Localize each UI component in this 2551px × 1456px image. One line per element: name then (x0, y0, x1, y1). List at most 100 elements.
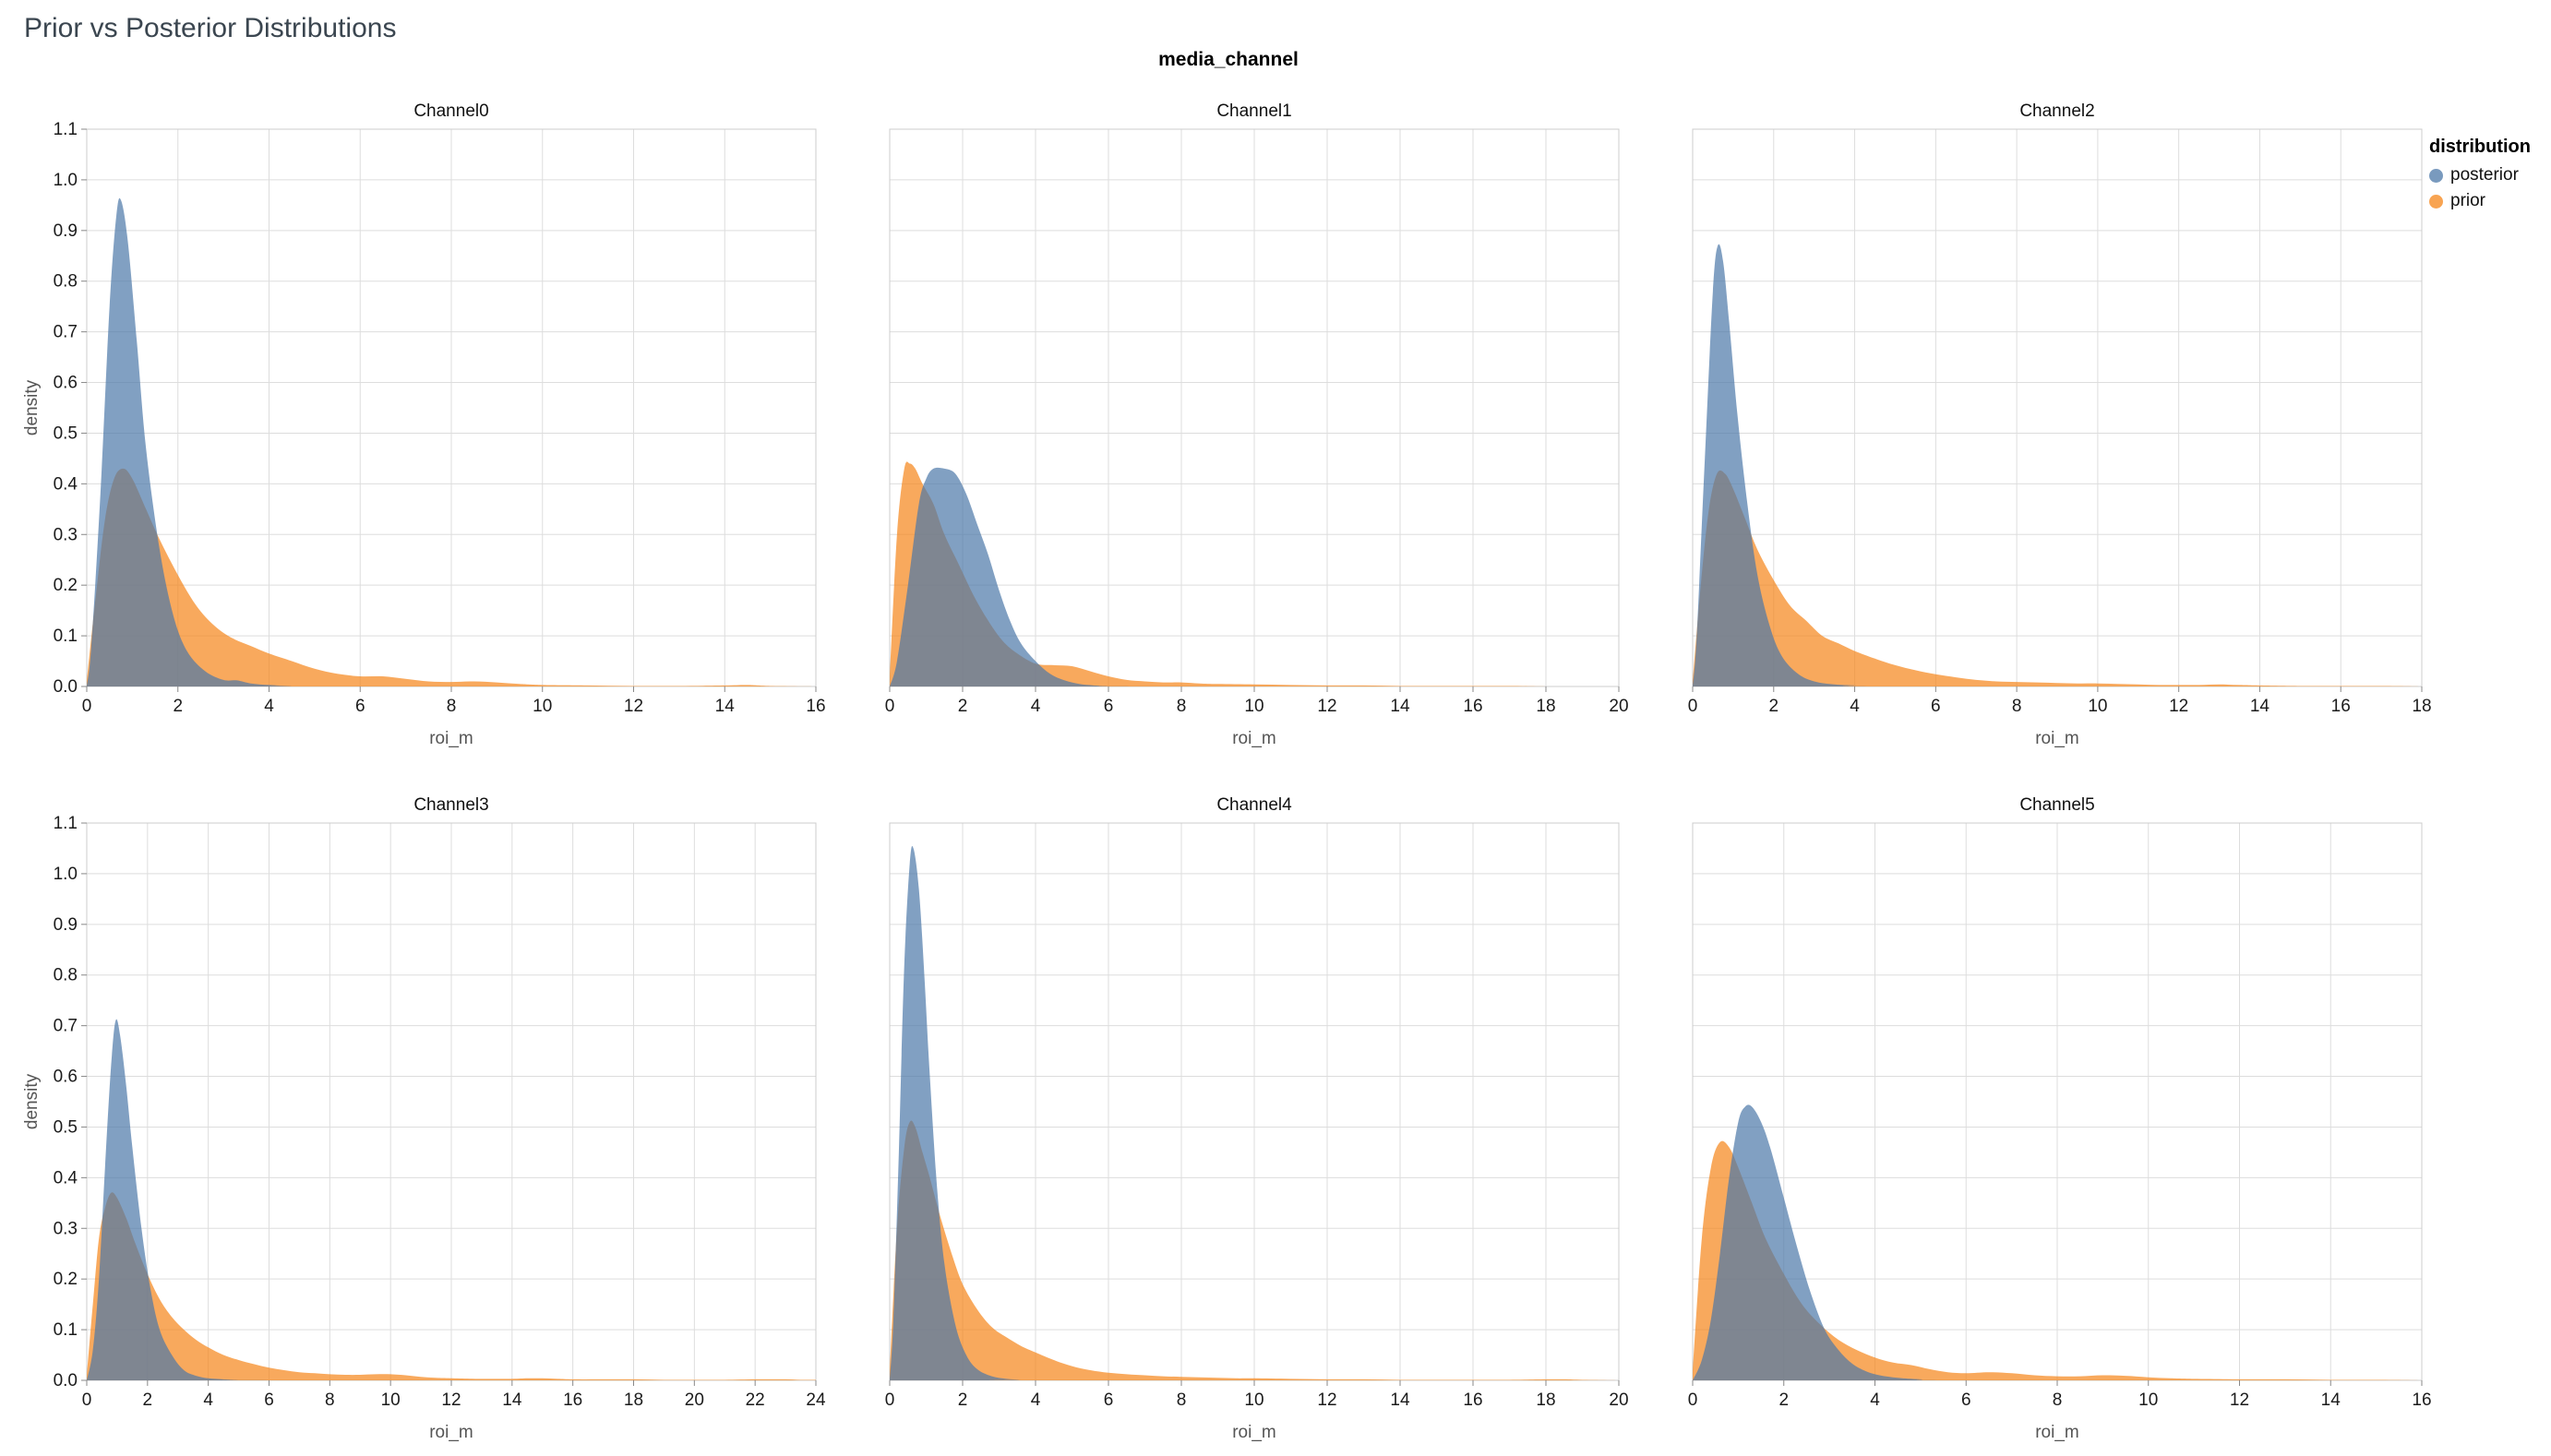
legend-title: distribution (2429, 137, 2531, 157)
svg-text:0.5: 0.5 (54, 1117, 78, 1137)
x-axis-title: roi_m (429, 1423, 473, 1442)
svg-text:2: 2 (173, 697, 183, 716)
svg-text:16: 16 (1463, 697, 1482, 716)
svg-text:0.2: 0.2 (54, 576, 78, 595)
svg-text:14: 14 (715, 697, 736, 716)
svg-text:0: 0 (82, 1390, 92, 1410)
svg-text:0.6: 0.6 (54, 374, 78, 393)
legend-item-posterior: posterior (2429, 165, 2538, 185)
svg-text:4: 4 (1031, 1390, 1041, 1410)
svg-text:14: 14 (1390, 1390, 1410, 1410)
svg-text:6: 6 (1931, 697, 1941, 716)
facet-column-header: media_channel (1158, 49, 1299, 70)
legend-label-posterior: posterior (2450, 165, 2519, 185)
svg-text:0.3: 0.3 (54, 1219, 78, 1238)
page-title: Prior vs Posterior Distributions (24, 13, 397, 43)
svg-text:0.7: 0.7 (54, 1017, 78, 1036)
chart-row-2: Channel3 0 2 4 6 8 10 12 14 16 18 20 22 24 0.0 0.1 0.2 0.… (22, 792, 2551, 1447)
svg-text:6: 6 (1961, 1390, 1971, 1410)
svg-text:2: 2 (1768, 697, 1779, 716)
facet-chart-channel2: Channel2 0 2 4 6 8 10 12 14 16 18 roi_m (1688, 101, 2432, 748)
svg-text:0.8: 0.8 (54, 272, 78, 292)
legend: distribution posterior prior (2429, 137, 2538, 217)
facet-channel0: Channel0 0 2 4 6 8 10 12 14 16 0.0 0.1 0.2 0.3 0.4 0.5 0… (22, 98, 826, 753)
chart-grid: Channel0 0 2 4 6 8 10 12 14 16 0.0 0.1 0.2 0.3 0.4 0.5 0… (22, 98, 2551, 1447)
svg-text:1.1: 1.1 (54, 120, 78, 139)
svg-text:18: 18 (2412, 697, 2431, 716)
svg-text:12: 12 (441, 1390, 461, 1410)
facet-title: Channel4 (1216, 795, 1292, 815)
svg-text:20: 20 (1609, 1390, 1628, 1410)
svg-text:8: 8 (1177, 697, 1187, 716)
svg-text:16: 16 (806, 697, 825, 716)
svg-text:16: 16 (2331, 697, 2351, 716)
y-axis-title: density (22, 1073, 42, 1129)
svg-text:20: 20 (1609, 697, 1628, 716)
svg-text:12: 12 (624, 697, 643, 716)
svg-text:0.0: 0.0 (54, 677, 78, 697)
posterior-area (87, 197, 816, 686)
facet-chart-channel4: Channel4 0 2 4 6 8 10 12 14 16 18 20 roi_m (885, 795, 1629, 1442)
posterior-area (890, 467, 1619, 686)
svg-text:6: 6 (1104, 697, 1114, 716)
svg-text:16: 16 (563, 1390, 582, 1410)
svg-text:4: 4 (1031, 697, 1041, 716)
facet-channel4: Channel4 0 2 4 6 8 10 12 14 16 18 20 roi_m (825, 792, 1629, 1447)
prior-area (1693, 470, 2422, 686)
svg-text:2: 2 (143, 1390, 153, 1410)
facet-channel1: Channel1 0 2 4 6 8 10 12 14 16 18 20 roi_m (825, 98, 1629, 753)
svg-text:8: 8 (325, 1390, 335, 1410)
svg-text:10: 10 (1244, 1390, 1264, 1410)
svg-text:18: 18 (1536, 1390, 1555, 1410)
svg-text:8: 8 (447, 697, 457, 716)
svg-text:0: 0 (1688, 697, 1698, 716)
svg-text:12: 12 (2230, 1390, 2249, 1410)
svg-text:10: 10 (533, 697, 552, 716)
facet-title: Channel3 (413, 795, 488, 815)
svg-text:0.1: 0.1 (54, 1320, 78, 1340)
svg-text:14: 14 (2250, 697, 2270, 716)
posterior-area (87, 1019, 816, 1380)
x-axis-title: roi_m (1232, 729, 1276, 748)
facet-title: Channel5 (2019, 795, 2094, 815)
posterior-area (1693, 244, 2422, 686)
svg-text:0.5: 0.5 (54, 424, 78, 443)
svg-text:0.4: 0.4 (54, 474, 78, 494)
svg-text:22: 22 (746, 1390, 765, 1410)
svg-text:0.7: 0.7 (54, 323, 78, 342)
svg-text:6: 6 (1104, 1390, 1114, 1410)
svg-text:6: 6 (355, 697, 365, 716)
x-axis-title: roi_m (1232, 1423, 1276, 1442)
posterior-area (1693, 1104, 2422, 1380)
svg-text:10: 10 (381, 1390, 401, 1410)
svg-text:0: 0 (885, 1390, 895, 1410)
svg-text:4: 4 (1870, 1390, 1880, 1410)
facet-chart-channel0: Channel0 0 2 4 6 8 10 12 14 16 0.0 0.1 0.2 0.3 0.4 0.5 0… (22, 101, 826, 748)
svg-text:1.0: 1.0 (54, 865, 78, 884)
facet-title: Channel0 (413, 101, 488, 121)
facet-title: Channel2 (2019, 101, 2094, 121)
x-axis-title: roi_m (2035, 1423, 2079, 1442)
legend-label-prior: prior (2450, 191, 2486, 210)
facet-channel3: Channel3 0 2 4 6 8 10 12 14 16 18 20 22 24 0.0 0.1 0.2 0.… (22, 792, 826, 1447)
posterior-swatch-icon (2429, 168, 2443, 183)
chart-row-1: Channel0 0 2 4 6 8 10 12 14 16 0.0 0.1 0.2 0.3 0.4 0.5 0… (22, 98, 2551, 753)
svg-text:6: 6 (264, 1390, 274, 1410)
svg-text:0.3: 0.3 (54, 525, 78, 544)
svg-text:4: 4 (1850, 697, 1860, 716)
svg-text:2: 2 (958, 1390, 968, 1410)
svg-text:2: 2 (1779, 1390, 1789, 1410)
svg-text:10: 10 (2138, 1390, 2158, 1410)
svg-text:0.6: 0.6 (54, 1068, 78, 1087)
facet-channel5: Channel5 0 2 4 6 8 10 12 14 16 roi_m (1628, 792, 2432, 1447)
svg-text:0.0: 0.0 (54, 1371, 78, 1390)
svg-text:24: 24 (806, 1390, 825, 1410)
svg-text:2: 2 (958, 697, 968, 716)
x-axis-title: roi_m (2035, 729, 2079, 748)
svg-text:20: 20 (685, 1390, 704, 1410)
facet-title: Channel1 (1216, 101, 1291, 121)
svg-text:16: 16 (2412, 1390, 2431, 1410)
svg-text:16: 16 (1463, 1390, 1482, 1410)
